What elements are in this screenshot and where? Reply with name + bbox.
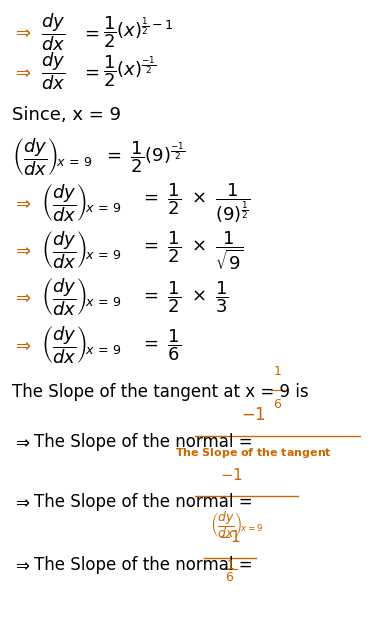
Text: $=\ \dfrac{1}{6}$: $=\ \dfrac{1}{6}$: [140, 327, 181, 362]
Text: $\Rightarrow$: $\Rightarrow$: [11, 335, 31, 354]
Text: $\dfrac{dy}{dx}$: $\dfrac{dy}{dx}$: [41, 12, 65, 54]
Text: $1$: $1$: [274, 365, 282, 378]
Text: $\mathbf{The\ Slope\ of\ the\ tangent}$: $\mathbf{The\ Slope\ of\ the\ tangent}$: [175, 445, 332, 459]
Text: $\dfrac{1}{2}(x)^{\frac{1}{2}-1}$: $\dfrac{1}{2}(x)^{\frac{1}{2}-1}$: [103, 15, 173, 50]
Text: $=$: $=$: [81, 63, 100, 81]
Text: $-1$: $-1$: [241, 406, 266, 424]
Text: $=\ \dfrac{1}{2}\ \times\ \dfrac{1}{3}$: $=\ \dfrac{1}{2}\ \times\ \dfrac{1}{3}$: [140, 280, 229, 315]
Text: The Slope of the tangent at x = 9 is: The Slope of the tangent at x = 9 is: [11, 383, 308, 401]
Text: $\Rightarrow$: $\Rightarrow$: [11, 433, 30, 452]
Text: $\Rightarrow$: $\Rightarrow$: [11, 24, 31, 42]
Text: $=\ \dfrac{1}{2}(9)^{\frac{-1}{2}}$: $=\ \dfrac{1}{2}(9)^{\frac{-1}{2}}$: [103, 139, 186, 175]
Text: $\Rightarrow$: $\Rightarrow$: [11, 493, 30, 511]
Text: $\left(\dfrac{dy}{dx}\right)_{\!x\,=\,9}$: $\left(\dfrac{dy}{dx}\right)_{\!x\,=\,9}…: [41, 277, 121, 318]
Text: $\left(\dfrac{dy}{dx}\right)_{\!x\,=\,9}$: $\left(\dfrac{dy}{dx}\right)_{\!x\,=\,9}…: [41, 229, 121, 271]
Text: $-1$: $-1$: [219, 529, 241, 545]
Text: $6$: $6$: [225, 571, 235, 583]
Text: The Slope of the normal =: The Slope of the normal =: [34, 433, 252, 452]
Text: $-1$: $-1$: [220, 468, 243, 484]
Text: The Slope of the normal =: The Slope of the normal =: [34, 557, 252, 574]
Text: Since, x = 9: Since, x = 9: [11, 105, 120, 123]
Text: $=$: $=$: [81, 24, 100, 42]
Text: $\left(\dfrac{dy}{dx}\right)_{\!x=9}$: $\left(\dfrac{dy}{dx}\right)_{\!x=9}$: [210, 509, 263, 539]
Text: $\left(\dfrac{dy}{dx}\right)_{\!x\,=\,9}$: $\left(\dfrac{dy}{dx}\right)_{\!x\,=\,9}…: [11, 137, 92, 178]
Text: $1$: $1$: [226, 559, 234, 572]
Text: $=\ \dfrac{1}{2}\ \times\ \dfrac{1}{\sqrt{9}}$: $=\ \dfrac{1}{2}\ \times\ \dfrac{1}{\sqr…: [140, 229, 244, 272]
Text: $\dfrac{1}{2}(x)^{\frac{-1}{2}}$: $\dfrac{1}{2}(x)^{\frac{-1}{2}}$: [103, 54, 157, 89]
Text: $\left(\dfrac{dy}{dx}\right)_{\!x\,=\,9}$: $\left(\dfrac{dy}{dx}\right)_{\!x\,=\,9}…: [41, 182, 121, 224]
Text: $\dfrac{dy}{dx}$: $\dfrac{dy}{dx}$: [41, 51, 65, 93]
Text: $\Rightarrow$: $\Rightarrow$: [11, 557, 30, 574]
Text: The Slope of the normal =: The Slope of the normal =: [34, 493, 252, 511]
Text: $\Rightarrow$: $\Rightarrow$: [11, 63, 31, 81]
Text: $\Rightarrow$: $\Rightarrow$: [11, 194, 31, 212]
Text: $6$: $6$: [273, 398, 282, 412]
Text: $=\ \dfrac{1}{2}\ \times\ \dfrac{1}{(9)^{\frac{1}{2}}}$: $=\ \dfrac{1}{2}\ \times\ \dfrac{1}{(9)^…: [140, 181, 251, 224]
Text: $\Rightarrow$: $\Rightarrow$: [11, 288, 31, 307]
Text: $\Rightarrow$: $\Rightarrow$: [11, 241, 31, 259]
Text: $\left(\dfrac{dy}{dx}\right)_{\!x\,=\,9}$: $\left(\dfrac{dy}{dx}\right)_{\!x\,=\,9}…: [41, 324, 121, 366]
